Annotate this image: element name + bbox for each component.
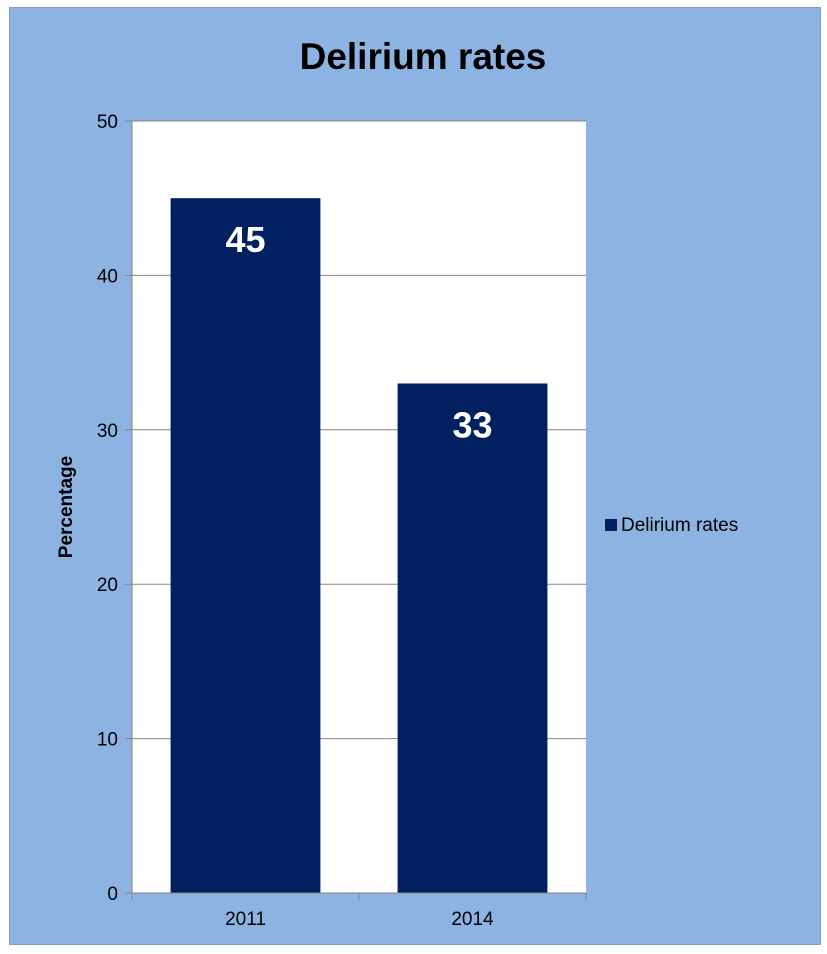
y-tick-label: 40 xyxy=(97,266,118,287)
y-tick-label: 10 xyxy=(97,730,118,751)
y-tick-label: 20 xyxy=(97,575,118,596)
y-axis-ticks: 0 10 20 30 40 50 xyxy=(97,112,132,905)
legend-label: Delirium rates xyxy=(621,515,738,536)
bar-2014 xyxy=(397,383,548,893)
x-axis-ticks: 2011 2014 xyxy=(131,893,587,930)
y-axis-label: Percentage xyxy=(56,456,77,558)
bars xyxy=(170,198,548,893)
bar-chart: Delirium rates 45 33 0 10 20 30 40 50 2011 2014… xyxy=(56,36,738,930)
legend-swatch xyxy=(605,519,617,531)
legend: Delirium rates xyxy=(605,515,738,536)
x-tick-label: 2014 xyxy=(451,909,494,930)
data-labels: 45 33 xyxy=(225,219,492,445)
y-tick-label: 0 xyxy=(107,884,118,905)
chart-area: Delirium rates 45 33 0 10 20 30 40 50 2011 2014… xyxy=(9,7,821,945)
x-tick-label: 2011 xyxy=(225,909,266,930)
bar-2011 xyxy=(170,198,321,893)
y-tick-label: 50 xyxy=(97,112,118,133)
data-label-2014: 33 xyxy=(452,404,492,445)
chart-title: Delirium rates xyxy=(300,36,547,77)
y-tick-label: 30 xyxy=(97,421,118,442)
data-label-2011: 45 xyxy=(225,219,265,260)
